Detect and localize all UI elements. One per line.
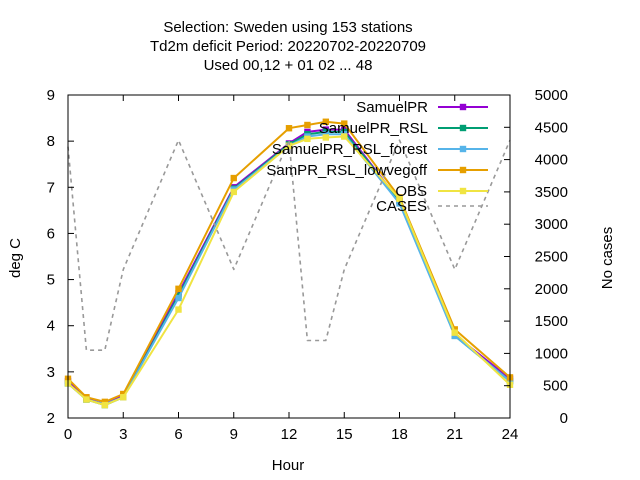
- legend-marker: [459, 187, 467, 195]
- y-tick-label: 5: [47, 272, 55, 289]
- series-point: [230, 174, 237, 182]
- y-tick-label: 3: [47, 364, 55, 381]
- y2-tick-label: 2000: [535, 281, 568, 298]
- x-tick-label: 15: [336, 426, 353, 443]
- series-cases: [67, 139, 511, 352]
- x-tick-label: 21: [446, 426, 463, 443]
- y2-tick-label: 2500: [535, 249, 568, 266]
- chart-title-line-2: Td2m deficit Period: 20220702-20220709: [150, 38, 426, 55]
- series-point: [451, 332, 458, 340]
- series-point: [304, 121, 311, 129]
- y2-tick-label: 4000: [535, 152, 568, 169]
- y-axis-ticks: 2 3 4 5 6 7 8 9: [47, 87, 74, 427]
- series-point: [120, 390, 127, 398]
- y2-axis-ticks: 0 500 1000 1500 2000 2500 3000 3500 4000 4500 5000: [504, 87, 568, 427]
- legend-marker: [459, 145, 467, 153]
- series-layer: [64, 118, 514, 409]
- x-tick-label: 24: [502, 426, 519, 443]
- legend-label: CASES: [376, 198, 427, 215]
- series-point: [396, 200, 403, 207]
- x-axis-label: Hour: [272, 457, 305, 474]
- legend-label: SamuelPR_RSL_forest: [272, 141, 428, 158]
- x-axis-ticks: 0 3 6 9 12 15 18 21 24: [64, 95, 519, 443]
- series-point: [83, 396, 90, 403]
- series-point: [285, 142, 293, 149]
- series-point: [341, 133, 348, 140]
- y2-tick-label: 5000: [535, 87, 568, 104]
- series-point: [101, 398, 109, 406]
- y2-tick-label: 3000: [535, 216, 568, 233]
- series-point: [285, 125, 293, 132]
- series-point: [451, 329, 458, 336]
- series-point: [451, 326, 458, 333]
- x-tick-label: 18: [391, 426, 408, 443]
- legend-label: SamuelPR_RSL: [319, 120, 428, 137]
- legend: SamuelPR SamuelPR_RSL SamuelPR_RSL_forest S…: [266, 99, 488, 215]
- y-tick-label: 2: [47, 410, 55, 427]
- y-tick-label: 4: [47, 318, 55, 335]
- series-point: [175, 294, 182, 302]
- series-point: [175, 285, 182, 292]
- series-point: [322, 134, 330, 141]
- chart-title-line-1: Selection: Sweden using 153 stations: [163, 19, 412, 36]
- y-axis-label: deg C: [7, 238, 24, 278]
- x-tick-label: 3: [119, 426, 127, 443]
- series-point: [101, 401, 109, 409]
- series-point: [341, 120, 348, 127]
- legend-label: OBS: [395, 183, 427, 200]
- legend-marker: [459, 166, 467, 174]
- series-point: [322, 118, 330, 125]
- legend-label: SamuelPR: [356, 99, 428, 116]
- legend-marker: [459, 103, 467, 111]
- y-tick-label: 8: [47, 133, 55, 150]
- series-point: [230, 188, 237, 196]
- y-tick-label: 9: [47, 87, 55, 104]
- series-point: [120, 394, 127, 401]
- y2-tick-label: 1500: [535, 313, 568, 330]
- series-point: [322, 131, 330, 138]
- x-tick-label: 6: [174, 426, 182, 443]
- x-tick-label: 0: [64, 426, 72, 443]
- y2-axis-label: No cases: [599, 227, 616, 290]
- series-point: [396, 195, 403, 203]
- series-point: [175, 306, 182, 313]
- series-point: [304, 135, 311, 143]
- chart-title-line-3: Used 00,12 + 01 02 ... 48: [204, 57, 373, 74]
- legend-marker: [459, 124, 467, 132]
- x-tick-label: 9: [230, 426, 238, 443]
- x-tick-label: 12: [281, 426, 298, 443]
- y-tick-label: 6: [47, 225, 55, 242]
- y2-tick-label: 4500: [535, 119, 568, 136]
- y2-tick-label: 3500: [535, 184, 568, 201]
- y2-tick-label: 500: [543, 378, 568, 395]
- y2-tick-label: 1000: [535, 345, 568, 362]
- y2-tick-label: 0: [560, 410, 568, 427]
- series-line: [67, 139, 511, 352]
- legend-label: SamPR_RSL_lowvegoff: [266, 162, 427, 179]
- y-tick-label: 7: [47, 179, 55, 196]
